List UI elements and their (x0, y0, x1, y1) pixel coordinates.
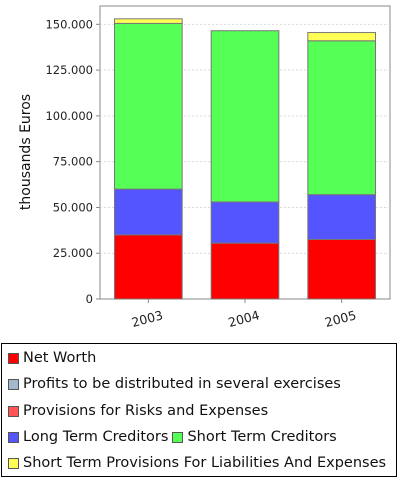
y-axis-ticks: 0 25.000 50.000 75.000 100.000 125.000 150.000 (45, 17, 100, 306)
legend-swatch (8, 431, 19, 443)
legend-row: Short Term Provisions For Liabilities An… (8, 452, 390, 474)
legend-row: Provisions for Risks and Expenses (8, 400, 272, 422)
x-tick-label: 2004 (227, 307, 262, 330)
legend-label: Net Worth (23, 350, 97, 366)
y-tick-label: 100.000 (45, 109, 93, 123)
legend-label: Short Term Creditors (187, 429, 337, 445)
y-tick-label: 25.000 (53, 246, 93, 260)
y-tick-label: 50.000 (53, 200, 93, 214)
bar-segment (210, 242, 280, 300)
bar-segment (307, 40, 377, 196)
bar-segment (210, 30, 280, 203)
legend-item-net-worth: Net Worth (8, 350, 96, 366)
legend-swatch (172, 431, 184, 443)
legend-row: Profits to be distributed in several exe… (8, 373, 345, 395)
legend-label: Profits to be distributed in several exe… (23, 376, 341, 392)
bar-segment (114, 234, 183, 300)
legend-item-short-term-creditors: Short Term Creditors (172, 429, 337, 445)
y-tick-label: 150.000 (45, 17, 93, 31)
bar-segment (114, 22, 183, 190)
bar-segment (307, 194, 377, 240)
legend-item-long-term-creditors: Long Term Creditors (8, 429, 168, 445)
bar-segment (114, 188, 183, 236)
bar-segment (307, 238, 377, 300)
x-tick-label: 2003 (130, 307, 165, 330)
legend-item-profits: Profits to be distributed in several exe… (8, 376, 341, 392)
legend-row: Long Term Creditors Short Term Creditors (8, 426, 341, 448)
legend-swatch (8, 405, 19, 417)
legend-row: Net Worth (8, 347, 100, 369)
legend-swatch (8, 352, 19, 364)
bars (114, 18, 377, 300)
legend-item-short-term-provisions: Short Term Provisions For Liabilities An… (8, 455, 386, 471)
legend-swatch (8, 457, 19, 469)
legend-label: Provisions for Risks and Expenses (23, 403, 269, 419)
legend-label: Long Term Creditors (23, 429, 169, 445)
legend-swatch (8, 378, 19, 390)
y-axis-label: thousands Euros (18, 94, 34, 210)
stacked-bar-chart: 0 25.000 50.000 75.000 100.000 125.000 150.000… (18, 5, 391, 330)
bar-segment (114, 18, 183, 24)
y-tick-label: 75.000 (53, 155, 93, 169)
y-tick-label: 125.000 (45, 63, 93, 77)
y-tick-label: 0 (86, 292, 93, 306)
x-tick-label: 2005 (323, 307, 358, 330)
bar-segment (210, 201, 280, 244)
legend-label: Short Term Provisions For Liabilities An… (23, 455, 387, 471)
legend: Net Worth Profits to be distributed in s… (1, 343, 397, 477)
bar-segment (307, 32, 377, 42)
x-axis-ticks: 2003 2004 2005 (130, 299, 358, 330)
legend-item-provisions: Provisions for Risks and Expenses (8, 403, 268, 419)
